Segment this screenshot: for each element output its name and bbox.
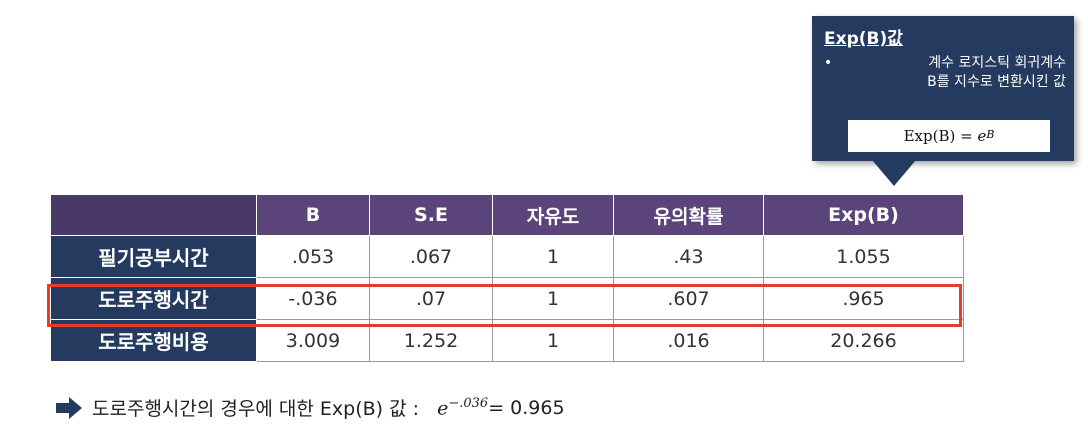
- cell-b: -.036: [256, 277, 370, 320]
- callout-line-2: B를 지수로 변환시킨 값: [927, 74, 1066, 90]
- cell-se: .067: [369, 235, 493, 278]
- cell-sig: .607: [613, 277, 764, 320]
- cell-b: .053: [256, 235, 370, 278]
- note-text: 도로주행시간의 경우에 대한 Exp(B) 값 :: [92, 398, 420, 420]
- cell-df: 1: [492, 277, 614, 320]
- conclusion-note: 도로주행시간의 경우에 대한 Exp(B) 값 : e−.036 = 0.965: [56, 394, 565, 421]
- header-expb: Exp(B): [763, 194, 964, 236]
- callout-pointer: [872, 160, 916, 186]
- regression-table: B S.E 자유도 유의확률 Exp(B) 필기공부시간 .053 .067 1…: [50, 194, 964, 362]
- note-result: = 0.965: [488, 396, 565, 419]
- formula-exponent: B: [986, 127, 995, 141]
- header-b: B: [256, 194, 370, 236]
- cell-sig: .43: [613, 235, 764, 278]
- right-arrow-icon: [56, 396, 82, 419]
- exp-b-callout: Exp(B)값 • 계수 로지스틱 회귀계수 B를 지수로 변환시킨 값 Exp…: [812, 16, 1074, 161]
- cell-se: 1.252: [369, 319, 493, 362]
- note-expression: e−.036: [425, 396, 488, 419]
- callout-bullet: • 계수 로지스틱 회귀계수 B를 지수로 변환시킨 값: [824, 54, 1070, 92]
- note-exponent: −.036: [448, 395, 489, 411]
- callout-title: Exp(B)값: [824, 29, 903, 49]
- formula-base: e: [977, 127, 987, 145]
- row-label: 필기공부시간: [50, 235, 257, 278]
- formula-left: Exp(B) =: [903, 127, 973, 145]
- row-label: 도로주행시간: [50, 277, 257, 320]
- note-base: e: [437, 397, 449, 420]
- bullet-mark: •: [824, 55, 833, 71]
- cell-se: .07: [369, 277, 493, 320]
- cell-sig: .016: [613, 319, 764, 362]
- cell-expb: 1.055: [763, 235, 964, 278]
- cell-df: 1: [492, 235, 614, 278]
- cell-b: 3.009: [256, 319, 370, 362]
- header-sig: 유의확률: [613, 194, 764, 236]
- cell-expb: 20.266: [763, 319, 964, 362]
- cell-df: 1: [492, 319, 614, 362]
- header-corner: [50, 194, 257, 236]
- header-se: S.E: [369, 194, 493, 236]
- table-header-row: B S.E 자유도 유의확률 Exp(B): [50, 194, 964, 236]
- header-df: 자유도: [492, 194, 614, 236]
- table-row: 도로주행시간 -.036 .07 1 .607 .965: [50, 277, 964, 320]
- cell-expb: .965: [763, 277, 964, 320]
- table-row: 필기공부시간 .053 .067 1 .43 1.055: [50, 235, 964, 278]
- table-row: 도로주행비용 3.009 1.252 1 .016 20.266: [50, 319, 964, 362]
- callout-line-1: 계수 로지스틱 회귀계수: [928, 55, 1066, 71]
- row-label: 도로주행비용: [50, 319, 257, 362]
